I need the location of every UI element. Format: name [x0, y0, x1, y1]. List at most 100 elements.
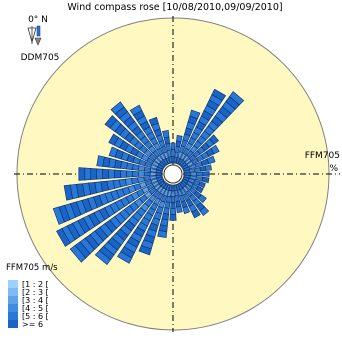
sector-160-segment	[182, 205, 191, 215]
sector-290-segment	[108, 146, 119, 158]
sector-20-segment	[189, 109, 201, 120]
sector-150-segment	[191, 209, 201, 219]
sector-340-spike	[148, 116, 171, 165]
sector-70-segment	[206, 155, 216, 165]
north-label: 0° N	[28, 15, 48, 25]
sector-110-spike	[182, 176, 206, 189]
sector-90-spike	[183, 171, 210, 177]
sector-0-segment	[171, 156, 175, 164]
sector-350-segment	[162, 130, 170, 139]
sector-270-segment	[143, 171, 151, 177]
sector-340-segment	[148, 116, 159, 126]
sector-240-segment	[56, 228, 71, 247]
sector-260-spike	[63, 174, 163, 201]
sector-270-segment	[120, 170, 127, 178]
sector-240-spike	[56, 178, 165, 247]
sector-150-spike	[177, 182, 201, 219]
legend-swatch	[8, 320, 18, 328]
sector-270-segment	[132, 170, 139, 178]
sector-190-spike	[157, 184, 173, 239]
sector-260-segment	[63, 184, 73, 201]
legend-swatch	[8, 304, 18, 312]
sector-350-spike	[162, 130, 173, 164]
legend-swatch	[8, 288, 18, 296]
sector-140-spike	[179, 181, 210, 217]
sector-90-segment	[202, 171, 210, 177]
sector-180-segment	[170, 196, 176, 203]
sector-290-spike	[108, 146, 164, 172]
center-calm-circle	[163, 164, 183, 184]
sector-280-spike	[96, 155, 163, 174]
sector-270-segment	[149, 172, 157, 176]
sector-120-spike	[181, 178, 204, 194]
sector-90-segment	[183, 172, 191, 176]
sector-40-segment	[229, 91, 245, 106]
sector-310-segment	[104, 115, 118, 129]
sector-0-spike	[170, 142, 176, 164]
sector-310-spike	[104, 115, 166, 168]
sector-270-segment	[102, 168, 109, 180]
sector-180-segment	[169, 208, 177, 215]
sector-230-segment	[69, 244, 87, 263]
sector-100-spike	[183, 174, 210, 184]
sector-100-segment	[201, 176, 210, 184]
sector-210-spike	[117, 182, 169, 264]
sector-80-segment	[204, 164, 212, 171]
sector-130-spike	[180, 180, 207, 204]
sector-170-segment	[176, 205, 183, 213]
sector-320-spike	[110, 101, 167, 167]
sector-190-segment	[157, 230, 168, 239]
sector-40-spike	[179, 91, 245, 167]
sector-20-spike	[175, 109, 201, 165]
sector-0-segment	[170, 142, 176, 150]
sector-70-spike	[182, 155, 216, 172]
chart-title: Wind compass rose [10/08/2010,09/09/2010…	[67, 2, 282, 13]
sector-270-segment	[155, 172, 163, 176]
sector-270-segment	[108, 169, 115, 179]
sector-90-segment	[190, 172, 197, 176]
sector-60-spike	[181, 144, 220, 170]
sector-50-spike	[180, 134, 220, 168]
sector-200-spike	[138, 183, 171, 256]
sector-330-spike	[129, 104, 169, 166]
sector-180-segment	[171, 190, 175, 197]
legend-swatch	[8, 312, 18, 320]
wind-vane-icon	[27, 25, 42, 46]
sector-270-segment	[78, 167, 86, 181]
sector-230-spike	[69, 180, 166, 263]
sector-180-segment	[170, 202, 176, 209]
legend-label: [5 : 6 [	[22, 312, 49, 321]
sector-140-segment	[199, 206, 210, 217]
sector-270-segment	[96, 168, 103, 180]
sector-210-segment	[117, 251, 133, 264]
sector-180-spike	[169, 184, 177, 221]
legend-label: [4 : 5 [	[22, 304, 49, 313]
sector-30-segment	[211, 88, 227, 101]
sector-220-spike	[94, 181, 167, 266]
sector-110-segment	[198, 181, 206, 189]
direction-variable-label: DDM705	[21, 53, 60, 63]
sector-300-spike	[108, 133, 165, 170]
sector-80-spike	[183, 164, 212, 174]
sector-180-segment	[171, 184, 175, 192]
legend-title: FFM705 m/s	[6, 263, 58, 273]
sector-270-segment	[114, 169, 121, 179]
radial-unit-label: %	[329, 164, 338, 174]
sector-330-segment	[129, 104, 143, 116]
sector-120-segment	[195, 185, 204, 194]
sector-270-segment	[126, 170, 133, 178]
sector-50-segment	[209, 134, 220, 145]
sector-270-segment	[90, 168, 97, 180]
sector-220-segment	[94, 250, 111, 266]
sector-130-segment	[197, 194, 207, 204]
sector-170-spike	[173, 184, 183, 213]
wind-sectors	[52, 88, 245, 266]
legend-label: [2 : 3 [	[22, 288, 49, 297]
sector-200-segment	[138, 245, 152, 256]
sector-180-segment	[169, 214, 177, 221]
sector-10-segment	[176, 135, 183, 143]
sector-0-segment	[170, 149, 176, 157]
sector-250-segment	[52, 206, 65, 225]
sector-30-spike	[177, 88, 227, 166]
